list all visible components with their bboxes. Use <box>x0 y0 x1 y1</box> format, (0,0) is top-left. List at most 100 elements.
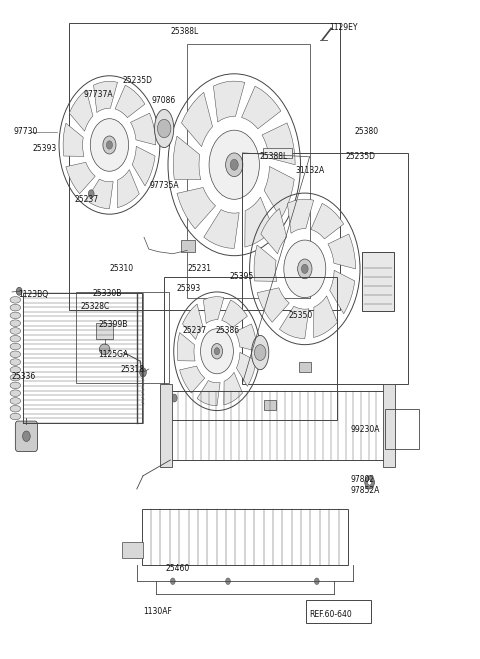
Polygon shape <box>241 86 281 129</box>
Circle shape <box>215 348 219 355</box>
Text: 97086: 97086 <box>151 96 176 105</box>
Text: 1125GA: 1125GA <box>98 350 129 359</box>
Polygon shape <box>115 85 145 117</box>
Text: 97730: 97730 <box>13 127 38 136</box>
Text: 97802: 97802 <box>350 475 374 484</box>
Ellipse shape <box>10 328 21 334</box>
Text: 25328C: 25328C <box>81 302 110 311</box>
Bar <box>362 252 394 311</box>
Text: 25393: 25393 <box>33 144 57 153</box>
Text: 25388L: 25388L <box>170 27 199 36</box>
Ellipse shape <box>10 366 21 373</box>
Circle shape <box>314 578 319 585</box>
Bar <box>383 384 395 467</box>
Polygon shape <box>330 270 355 314</box>
Bar <box>385 409 419 449</box>
Polygon shape <box>235 324 257 351</box>
Text: 25336: 25336 <box>12 372 36 382</box>
Text: 25235D: 25235D <box>346 152 375 161</box>
Polygon shape <box>69 90 93 131</box>
Circle shape <box>140 368 146 377</box>
Text: 25330B: 25330B <box>92 289 121 298</box>
Circle shape <box>209 130 259 199</box>
Polygon shape <box>245 197 274 247</box>
Polygon shape <box>63 123 84 156</box>
Text: 97737A: 97737A <box>84 90 114 99</box>
Circle shape <box>16 287 22 295</box>
Ellipse shape <box>10 304 21 311</box>
Text: 25393: 25393 <box>177 284 201 293</box>
Polygon shape <box>262 123 295 165</box>
Polygon shape <box>177 333 195 361</box>
Ellipse shape <box>10 320 21 326</box>
Ellipse shape <box>10 335 21 342</box>
Bar <box>263 148 292 158</box>
Circle shape <box>365 476 374 489</box>
Polygon shape <box>237 353 256 386</box>
Polygon shape <box>224 372 242 405</box>
Ellipse shape <box>10 374 21 381</box>
Polygon shape <box>86 179 113 209</box>
Circle shape <box>170 578 175 585</box>
Bar <box>69 23 340 310</box>
Text: 25395: 25395 <box>229 272 254 281</box>
Text: 25380: 25380 <box>354 127 378 136</box>
Text: 97852A: 97852A <box>350 486 380 496</box>
Text: REF.60-640: REF.60-640 <box>310 610 352 619</box>
Text: 25231: 25231 <box>187 264 211 273</box>
Bar <box>242 153 408 384</box>
Ellipse shape <box>10 297 21 303</box>
Bar <box>299 362 311 372</box>
Ellipse shape <box>99 344 110 355</box>
Circle shape <box>368 480 372 485</box>
Bar <box>96 323 113 339</box>
Circle shape <box>171 394 177 402</box>
Text: 1130AF: 1130AF <box>143 607 172 616</box>
Polygon shape <box>328 234 356 269</box>
Bar <box>142 509 348 565</box>
Text: 25237: 25237 <box>74 195 98 204</box>
Ellipse shape <box>10 382 21 389</box>
Text: 97735A: 97735A <box>150 181 180 190</box>
Circle shape <box>88 190 94 198</box>
Circle shape <box>301 264 308 273</box>
Circle shape <box>201 329 233 374</box>
Text: 25318: 25318 <box>121 364 145 374</box>
Bar <box>76 292 169 383</box>
Ellipse shape <box>10 358 21 365</box>
Polygon shape <box>173 136 201 180</box>
Polygon shape <box>181 92 213 146</box>
Polygon shape <box>177 187 216 229</box>
Ellipse shape <box>10 405 21 412</box>
Polygon shape <box>279 306 309 339</box>
Ellipse shape <box>10 390 21 397</box>
Circle shape <box>230 159 238 170</box>
Circle shape <box>23 431 30 442</box>
Polygon shape <box>94 81 118 113</box>
Polygon shape <box>204 210 239 248</box>
Text: 25460: 25460 <box>166 563 190 573</box>
Ellipse shape <box>10 343 21 350</box>
Circle shape <box>90 119 129 171</box>
Text: 25237: 25237 <box>182 326 206 335</box>
Polygon shape <box>204 297 224 324</box>
Polygon shape <box>261 208 287 254</box>
Bar <box>170 391 384 460</box>
Circle shape <box>211 343 223 359</box>
Polygon shape <box>66 162 95 194</box>
Text: 1129EY: 1129EY <box>329 23 357 32</box>
Bar <box>187 44 310 298</box>
Circle shape <box>103 136 116 154</box>
Circle shape <box>254 345 266 360</box>
Ellipse shape <box>155 109 174 148</box>
FancyBboxPatch shape <box>15 421 37 451</box>
Polygon shape <box>222 300 247 328</box>
Ellipse shape <box>10 351 21 358</box>
Circle shape <box>298 259 312 279</box>
Text: 25399B: 25399B <box>98 320 128 329</box>
Polygon shape <box>214 81 245 122</box>
Bar <box>164 277 337 420</box>
Polygon shape <box>254 245 277 281</box>
Circle shape <box>107 141 112 149</box>
Polygon shape <box>132 146 155 186</box>
